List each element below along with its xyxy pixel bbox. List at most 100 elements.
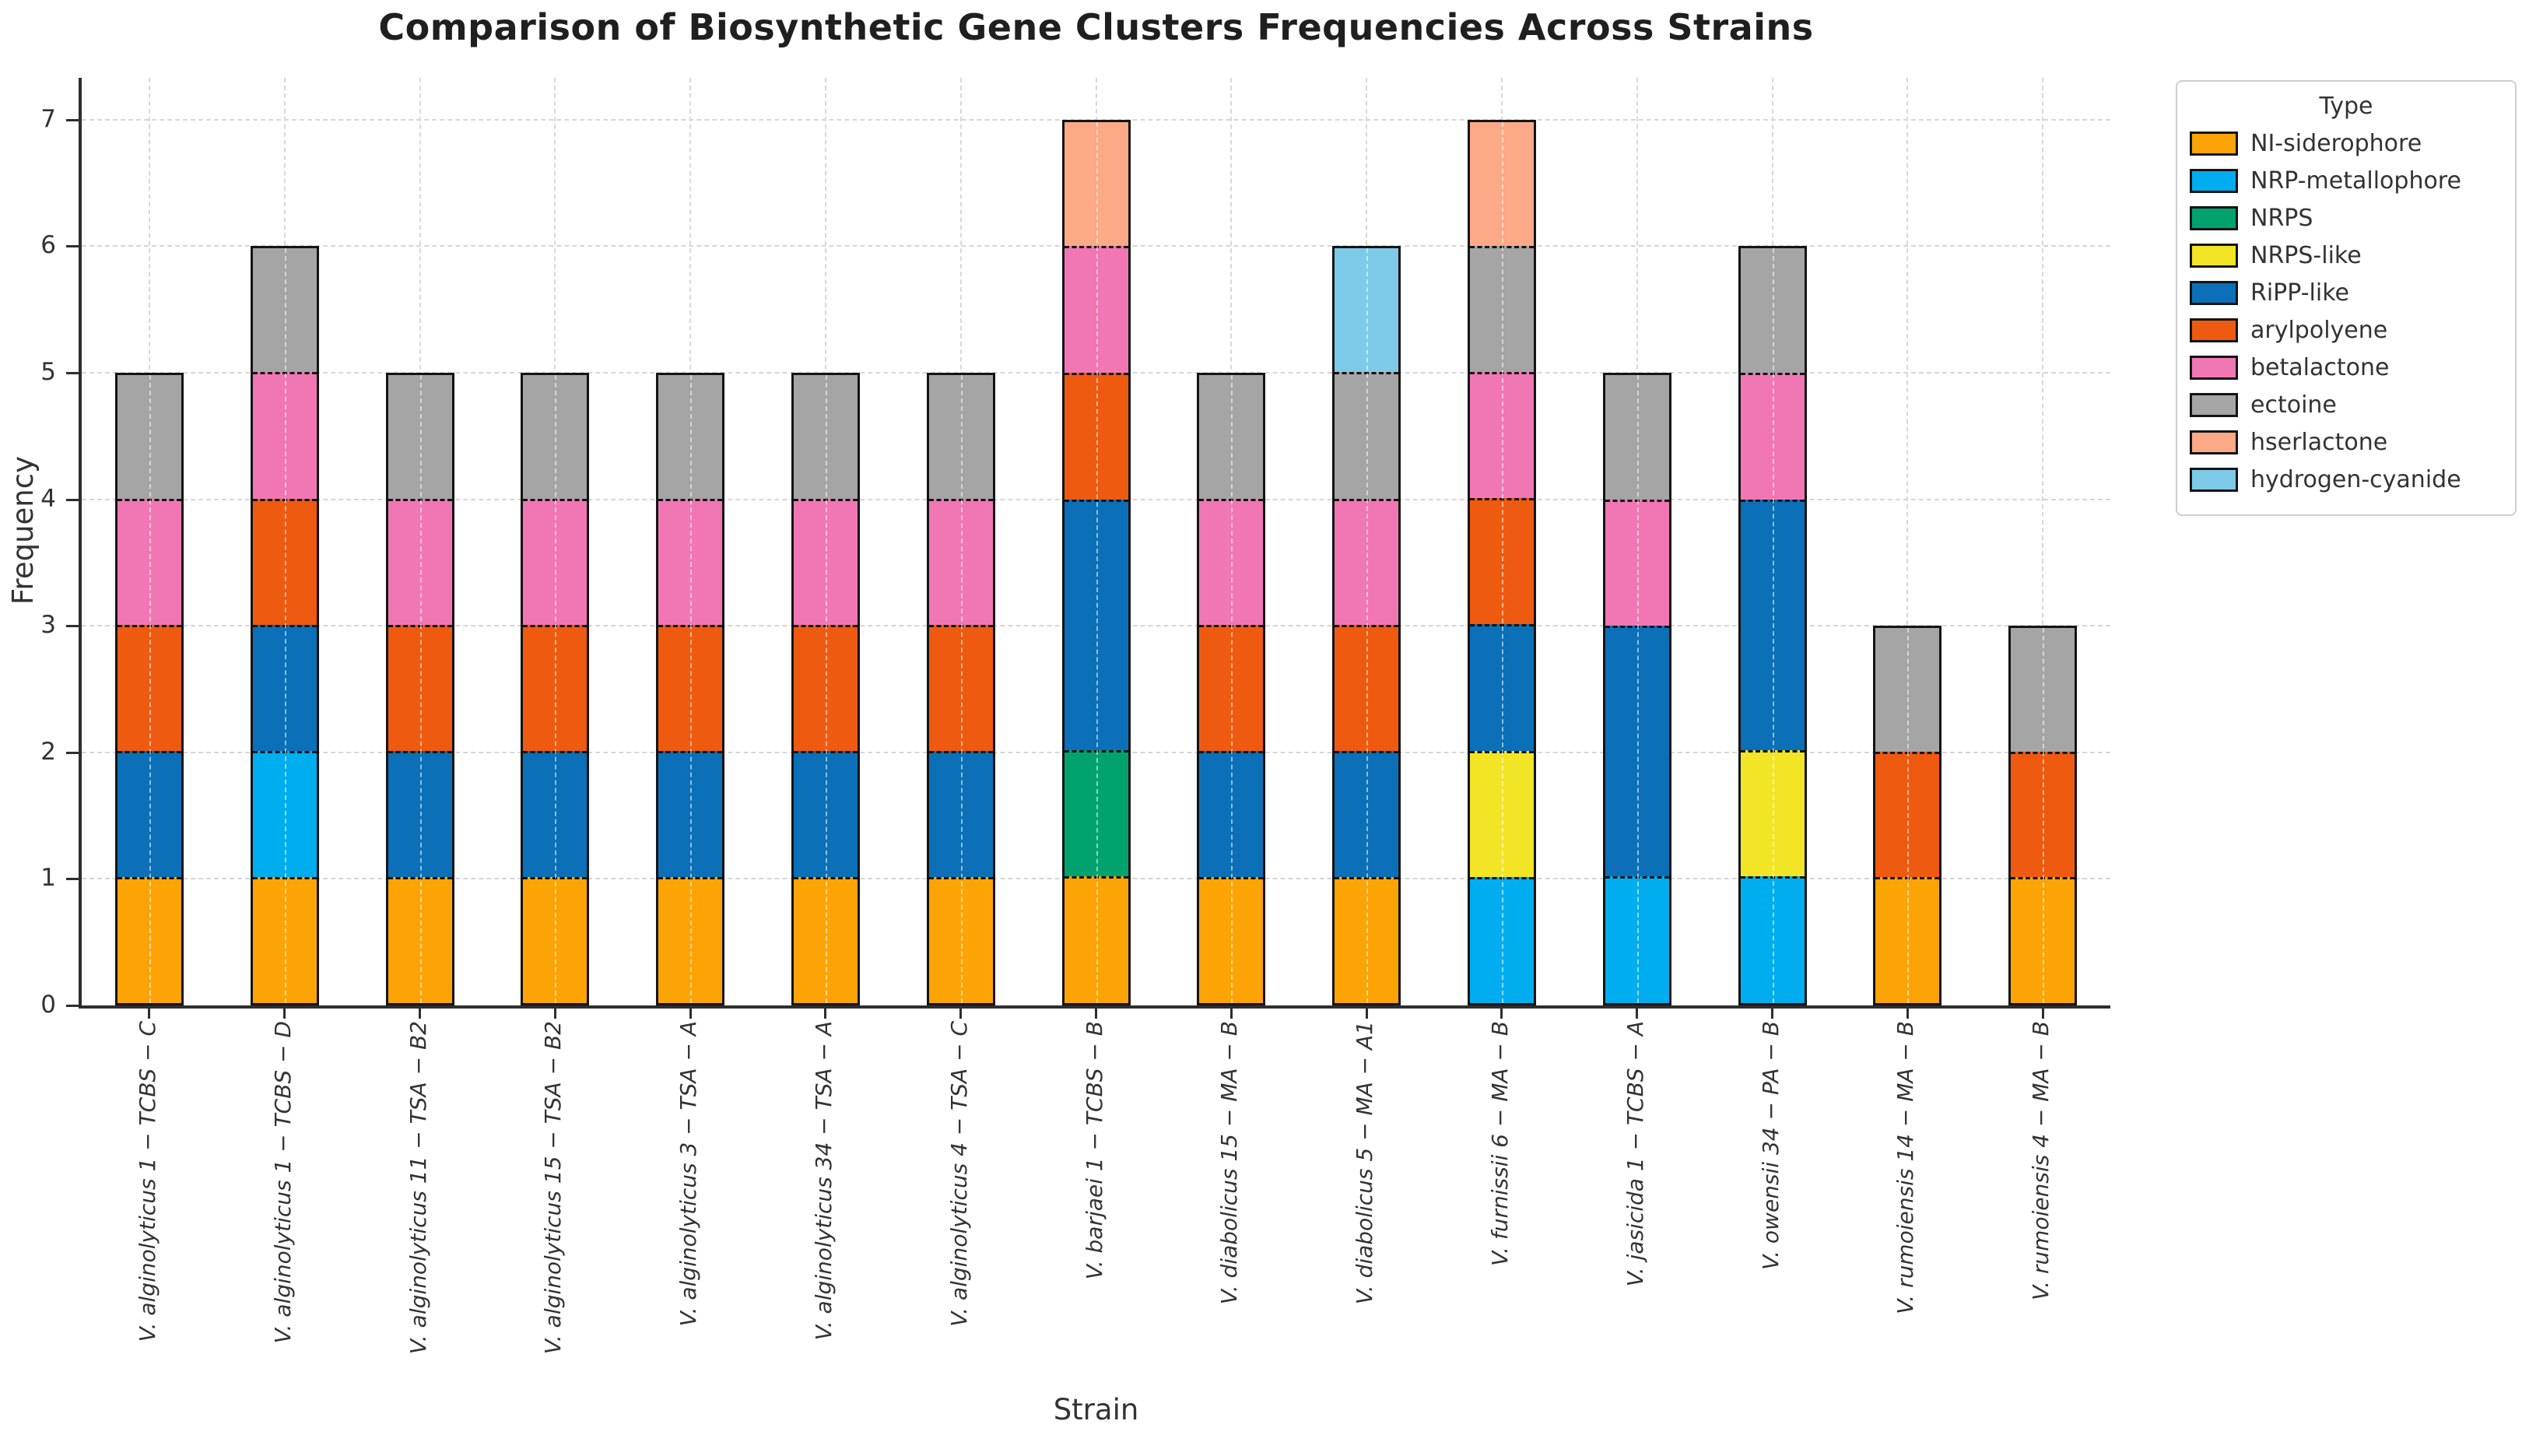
y-tick-label: 1 [40, 864, 56, 893]
bar-segment-arylpolyene [793, 625, 858, 751]
bar-segment-NI-siderophore [252, 876, 317, 1003]
y-axis-label: Frequency [6, 456, 40, 605]
bar-segment-ectoine [928, 375, 993, 499]
bar-segment-NI-siderophore [1064, 876, 1128, 1003]
x-tick-label: V. alginolyticus 1 − TCBS − D [269, 1021, 296, 1344]
bar [385, 373, 454, 1005]
x-axis-label: Strain [1053, 1393, 1139, 1426]
x-tick-label: V. alginolyticus 3 − TSA − A [675, 1021, 702, 1327]
bar-segment-NRPS-like [1469, 750, 1534, 877]
y-tick [66, 372, 79, 374]
bar [1332, 246, 1401, 1005]
legend-label: hserlactone [2250, 429, 2388, 456]
bar-segment-RiPP-like [793, 751, 858, 877]
bar-segment-NI-siderophore [658, 877, 723, 1003]
bar-segment-betalactone [117, 499, 181, 625]
bar-segment-betalactone [388, 499, 452, 625]
x-axis-spine [79, 1005, 2110, 1009]
y-tick-label: 0 [40, 991, 56, 1019]
x-tick-label: V. jasicida 1 − TCBS − A [1622, 1021, 1648, 1287]
x-tick [2041, 1009, 2044, 1019]
bar [791, 373, 860, 1005]
bar-segment-NRPS [1064, 749, 1128, 877]
x-tick [283, 1009, 286, 1019]
legend-swatch-betalactone [2190, 356, 2238, 380]
bar [2008, 626, 2078, 1005]
x-tick-label: V. alginolyticus 1 − TCBS − C [134, 1021, 160, 1342]
legend-item: RiPP-like [2190, 279, 2503, 307]
bar [1873, 626, 1942, 1005]
bar-segment-ectoine [523, 375, 588, 499]
bar-segment-arylpolyene [1335, 624, 1399, 751]
y-tick [66, 625, 79, 628]
bar-segment-arylpolyene [928, 625, 993, 751]
bar-segment-NRP-metallophore [1740, 876, 1805, 1003]
legend-title: Type [2319, 93, 2373, 120]
x-tick [689, 1009, 692, 1019]
legend-label: RiPP-like [2250, 279, 2349, 307]
legend-item: arylpolyene [2190, 317, 2503, 344]
legend-swatch-RiPP-like [2190, 281, 2238, 305]
bar-segment-ectoine [2011, 628, 2075, 752]
legend-swatch-NRPS [2190, 206, 2238, 230]
bar-segment-RiPP-like [117, 751, 181, 877]
legend-swatch-hserlactone [2190, 430, 2238, 454]
bar-segment-NI-siderophore [1875, 877, 1940, 1003]
bar-segment-arylpolyene [1875, 751, 1940, 878]
bar-segment-betalactone [1335, 498, 1399, 625]
y-tick [66, 1005, 79, 1007]
legend-item: hserlactone [2190, 429, 2503, 456]
x-tick-label: V. rumoiensis 14 − MA − B [1892, 1021, 1919, 1314]
bar-segment-betalactone [658, 499, 723, 625]
legend-item: NI-siderophore [2190, 130, 2503, 157]
bar-segment-arylpolyene [2011, 751, 2075, 878]
bar-segment-ectoine [658, 375, 723, 499]
x-tick-label: V. barjaei 1 − TCBS − B [1081, 1021, 1107, 1280]
bar-segment-NI-siderophore [388, 877, 452, 1003]
bar-segment-arylpolyene [252, 498, 317, 625]
chart-title: Comparison of Biosynthetic Gene Clusters… [378, 6, 1814, 48]
bar-segment-betalactone [523, 499, 588, 625]
y-tick-label: 5 [40, 358, 56, 386]
bar [1602, 373, 1671, 1005]
bar-segment-NI-siderophore [523, 877, 588, 1003]
bar [656, 373, 725, 1005]
bar [250, 246, 319, 1005]
bar-segment-betalactone [1469, 372, 1534, 499]
bar [114, 373, 184, 1005]
bar-segment-betalactone [1740, 372, 1805, 500]
bar-segment-betalactone [928, 499, 993, 625]
y-tick-label: 6 [40, 231, 56, 260]
bar-segment-RiPP-like [658, 751, 723, 877]
bar-segment-NRP-metallophore [1605, 876, 1669, 1003]
bar-segment-NI-siderophore [2011, 877, 2075, 1003]
bar-segment-NI-siderophore [1199, 877, 1264, 1003]
y-tick [66, 751, 79, 754]
y-tick [66, 118, 79, 121]
x-tick-label: V. owensii 34 − PA − B [1757, 1021, 1784, 1270]
legend-item: NRPS [2190, 205, 2503, 232]
x-tick [824, 1009, 827, 1019]
bar-segment-ectoine [1740, 248, 1805, 373]
x-tick [148, 1009, 151, 1019]
bar-segment-RiPP-like [523, 751, 588, 877]
legend-label: betalactone [2250, 354, 2390, 381]
y-tick-label: 3 [40, 611, 56, 640]
legend: Type NI-siderophore NRP-metallophore NRPS N… [2176, 80, 2517, 516]
legend-label: NI-siderophore [2250, 130, 2422, 157]
bar-segment-ectoine [117, 375, 181, 499]
y-tick-label: 7 [40, 104, 56, 133]
bar [521, 373, 590, 1005]
legend-label: NRP-metallophore [2250, 167, 2461, 195]
bar-segment-betalactone [1064, 246, 1128, 373]
x-tick-label: V. alginolyticus 4 − TSA − C [945, 1021, 972, 1327]
x-tick [1095, 1009, 1097, 1019]
bar-segment-RiPP-like [1605, 626, 1669, 877]
bar [1738, 246, 1807, 1005]
bar-segment-RiPP-like [928, 751, 993, 877]
bar-segment-NRP-metallophore [1469, 876, 1534, 1003]
bar-segment-hydrogen-cyanide [1335, 248, 1399, 373]
bar-segment-NI-siderophore [793, 877, 858, 1003]
bar-segment-ectoine [1875, 628, 1940, 752]
